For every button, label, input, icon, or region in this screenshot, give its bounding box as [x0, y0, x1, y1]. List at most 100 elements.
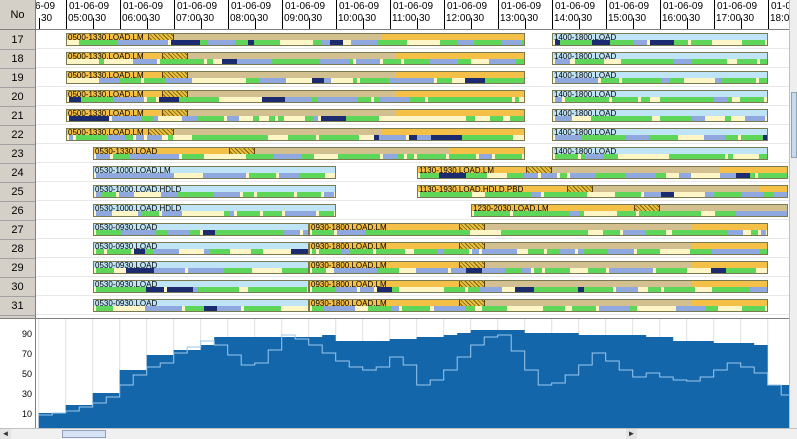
scroll-right-arrow-icon[interactable]: ►	[626, 429, 637, 439]
shift-bar[interactable]: 0530-1000.LOAD.HDLD	[93, 185, 336, 198]
row-number[interactable]: 19	[0, 68, 35, 88]
activity-segment	[506, 135, 513, 140]
meal-break-hatch[interactable]	[162, 91, 188, 98]
activity-segment	[336, 287, 357, 292]
shift-main-segment	[553, 72, 767, 79]
shift-bar[interactable]: 0500-1330.LOAD.LM	[66, 90, 525, 103]
shift-label: 0530-1000.LOAD.HDLD	[95, 185, 182, 194]
activity-segment	[161, 192, 178, 197]
timeline-header[interactable]: 30 05:00 30 06:00 30 07:00 30 08:00 30 09:00 30 10:…	[36, 0, 789, 30]
row-number[interactable]: 23	[0, 144, 35, 164]
shift-bar[interactable]: 0500-1330.LOAD.LM	[66, 33, 525, 46]
activity-segment	[289, 78, 312, 83]
activity-segment	[626, 173, 656, 178]
row-number[interactable]: 27	[0, 220, 35, 240]
meal-break-hatch[interactable]	[148, 34, 174, 41]
shift-bar[interactable]: 0500-1330.LOAD.LM	[66, 52, 525, 65]
shift-label: 0500-1330.LOAD.LM	[68, 71, 144, 80]
activity-segment	[133, 59, 157, 64]
shift-bar[interactable]: 0530-0930.LOAD	[93, 223, 309, 236]
timeline-time-label: 16:00	[662, 13, 688, 24]
meal-break-hatch[interactable]	[459, 262, 485, 269]
shift-bar[interactable]: 1400-1800.LOAD	[552, 128, 768, 141]
meal-break-hatch[interactable]	[229, 148, 255, 155]
activity-segment	[117, 268, 126, 273]
row-number[interactable]: 17	[0, 30, 35, 50]
shift-bar[interactable]: 0930-1800.LOAD.LM	[309, 223, 768, 236]
shift-bar[interactable]: 0530-0930.LOAD	[93, 261, 309, 274]
activity-segment	[555, 40, 560, 45]
row-number[interactable]: 30	[0, 277, 35, 297]
shift-bar[interactable]: 0500-1330.LOAD.LM	[66, 109, 525, 122]
row-number[interactable]: 31	[0, 296, 35, 316]
meal-break-hatch[interactable]	[148, 129, 174, 136]
meal-break-hatch[interactable]	[162, 72, 188, 79]
row-number[interactable]: 26	[0, 201, 35, 221]
shift-bar[interactable]: 0930-1800.LOAD.LM	[309, 261, 768, 274]
shift-bar[interactable]: 0930-1800.LOAD.LM	[309, 299, 768, 312]
vertical-scrollbar[interactable]	[789, 0, 797, 428]
scroll-left-arrow-icon[interactable]: ◄	[0, 429, 11, 439]
shift-main-segment	[94, 167, 335, 174]
activity-segment	[410, 40, 440, 45]
shift-bar[interactable]: 0530-1000.LOAD.HDLD	[93, 204, 336, 217]
gantt-area[interactable]: 0500-1330.LOAD.LM 1400-1800.LOAD 0500-1330…	[36, 30, 789, 318]
activity-segment	[764, 97, 767, 102]
shift-bar[interactable]: 0930-1800.LOAD.LM	[309, 242, 768, 255]
shift-bar[interactable]: 0530-0930.LOAD	[93, 242, 309, 255]
activity-segment	[470, 230, 498, 235]
shift-bar[interactable]: 0530-0930.LOAD	[93, 280, 309, 293]
activity-segment	[129, 154, 137, 159]
shift-break-segment	[485, 262, 692, 269]
activity-segment	[392, 306, 399, 311]
meal-break-hatch[interactable]	[459, 281, 485, 288]
shift-bar[interactable]: 0930-1800.LOAD.LM	[309, 280, 768, 293]
shift-bar[interactable]: 1400-1800.LOAD	[552, 90, 768, 103]
shift-bar[interactable]: 1400-1800.LOAD	[552, 147, 768, 160]
shift-bar[interactable]: 0530-1000.LOAD.LM	[93, 166, 336, 179]
timeline-tick	[120, 0, 121, 29]
activity-segment	[489, 59, 515, 64]
shift-bar[interactable]: 1230-2030.LOAD.LM	[471, 204, 788, 217]
row-number[interactable]: 18	[0, 49, 35, 69]
activity-segment	[155, 230, 167, 235]
activity-segment	[273, 154, 301, 159]
shift-bar[interactable]: 0500-1330.LOAD.LM	[66, 128, 525, 141]
row-number[interactable]: 20	[0, 87, 35, 107]
meal-break-hatch[interactable]	[634, 205, 660, 212]
horizontal-scrollbar[interactable]: ◄ ►	[0, 428, 797, 439]
shift-bar[interactable]: 1130-1930.LOAD.LM	[417, 166, 788, 179]
activity-segment	[248, 40, 254, 45]
meal-break-hatch[interactable]	[162, 53, 188, 60]
activity-segment	[147, 97, 156, 102]
shift-label: 1400-1800.LOAD	[554, 52, 617, 61]
row-number[interactable]: 25	[0, 182, 35, 202]
activity-segment	[368, 306, 378, 311]
shift-bar[interactable]: 0500-1330.LOAD.LM	[66, 71, 525, 84]
timeline-time-label: 30	[311, 13, 323, 24]
row-number[interactable]: 21	[0, 106, 35, 126]
vertical-scroll-thumb[interactable]	[791, 92, 797, 158]
row-number[interactable]: 28	[0, 239, 35, 259]
horizontal-scroll-thumb[interactable]	[62, 430, 106, 438]
activity-segment	[756, 268, 767, 273]
shift-activity-strip	[553, 97, 767, 102]
shift-bar[interactable]: 1400-1800.LOAD	[552, 52, 768, 65]
meal-break-hatch[interactable]	[162, 110, 188, 117]
shift-bar[interactable]: 1400-1800.LOAD	[552, 109, 768, 122]
row-number[interactable]: 24	[0, 163, 35, 183]
shift-bar[interactable]: 0530-1330.LOAD	[93, 147, 525, 160]
shift-bar[interactable]: 0530-0930.LOAD	[93, 299, 309, 312]
activity-segment	[147, 135, 152, 140]
meal-break-hatch[interactable]	[459, 243, 485, 250]
row-number[interactable]: 22	[0, 125, 35, 145]
activity-segment	[282, 268, 292, 273]
shift-bar[interactable]: 1400-1800.LOAD	[552, 71, 768, 84]
meal-break-hatch[interactable]	[459, 224, 485, 231]
row-number[interactable]: 29	[0, 258, 35, 278]
shift-bar[interactable]: 1130-1930.LOAD.HDLD.PBD	[417, 185, 788, 198]
meal-break-hatch[interactable]	[459, 300, 485, 307]
meal-break-hatch[interactable]	[526, 167, 552, 174]
meal-break-hatch[interactable]	[567, 186, 593, 193]
shift-bar[interactable]: 1400-1800.LOAD	[552, 33, 768, 46]
